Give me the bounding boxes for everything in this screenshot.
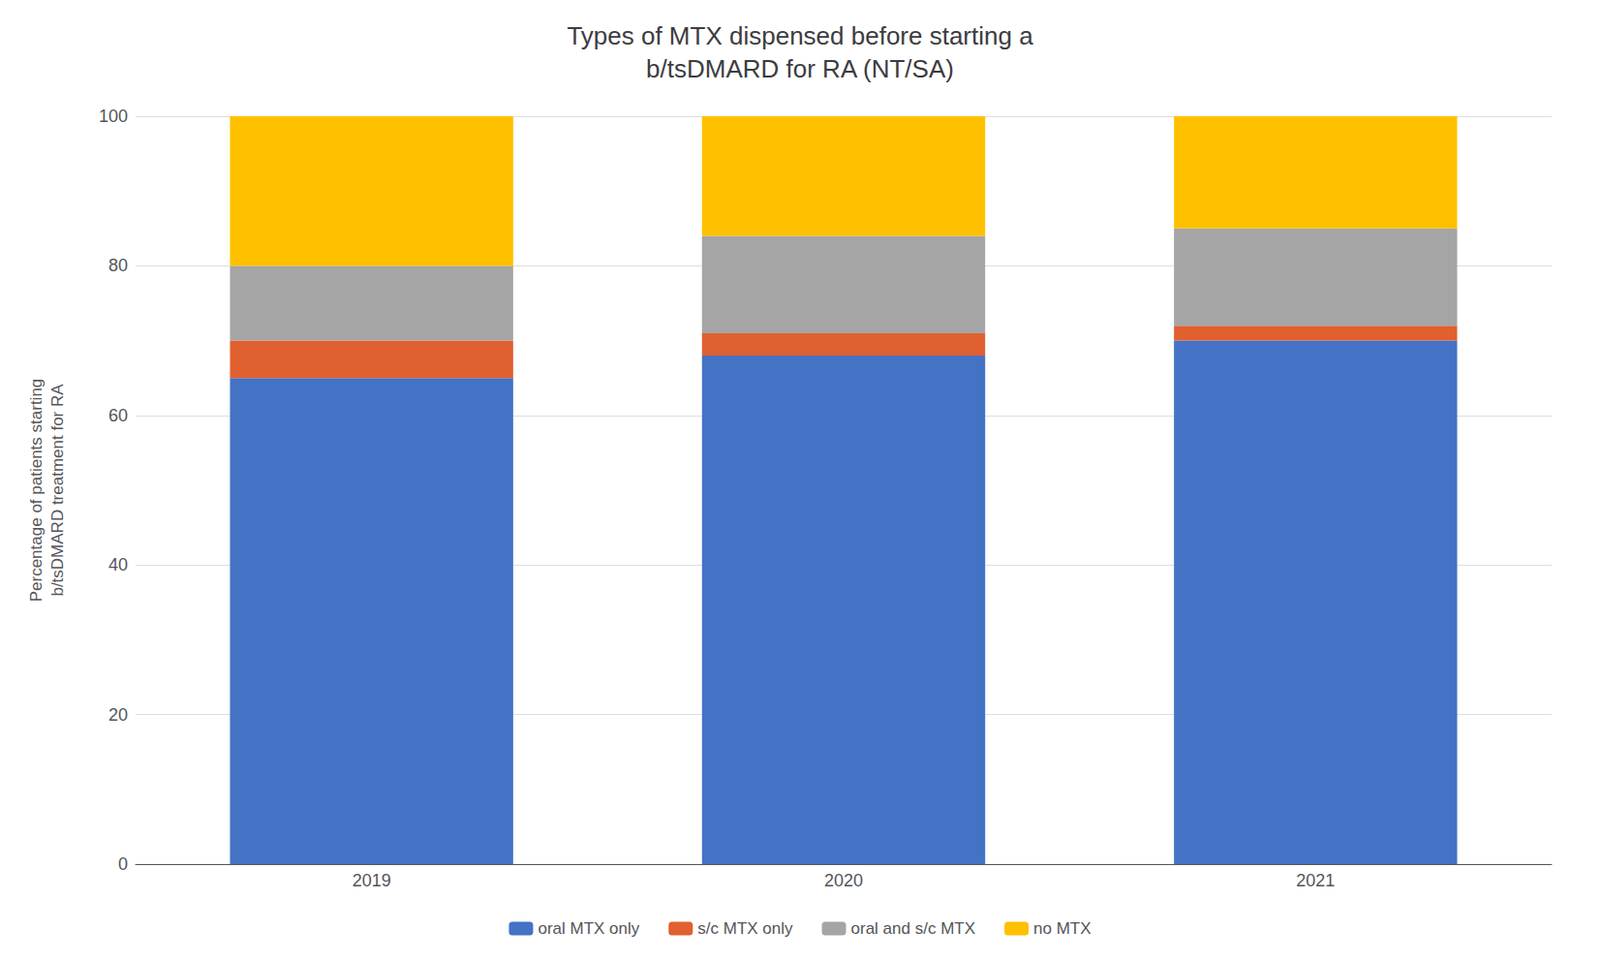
- svg-text:no MTX: no MTX: [1033, 919, 1092, 938]
- svg-text:s/c MTX only: s/c MTX only: [697, 919, 794, 938]
- svg-text:2021: 2021: [1295, 870, 1335, 891]
- svg-text:60: 60: [108, 405, 128, 426]
- svg-text:Types of MTX dispensed before: Types of MTX dispensed before starting a: [566, 21, 1034, 51]
- svg-text:2020: 2020: [824, 870, 863, 891]
- svg-text:Percentage of patients startin: Percentage of patients starting: [27, 378, 46, 603]
- svg-text:20: 20: [108, 705, 128, 725]
- svg-text:0: 0: [118, 854, 128, 874]
- svg-text:2019: 2019: [352, 870, 392, 891]
- svg-text:80: 80: [108, 255, 128, 276]
- svg-text:b/tsDMARD for RA (NT/SA): b/tsDMARD for RA (NT/SA): [646, 54, 954, 84]
- svg-text:100: 100: [98, 106, 128, 126]
- svg-text:b/tsDMARD treatment for RA: b/tsDMARD treatment for RA: [48, 383, 67, 597]
- svg-text:oral MTX only: oral MTX only: [537, 919, 640, 938]
- svg-text:40: 40: [108, 554, 128, 575]
- svg-text:oral and s/c MTX: oral and s/c MTX: [851, 919, 977, 938]
